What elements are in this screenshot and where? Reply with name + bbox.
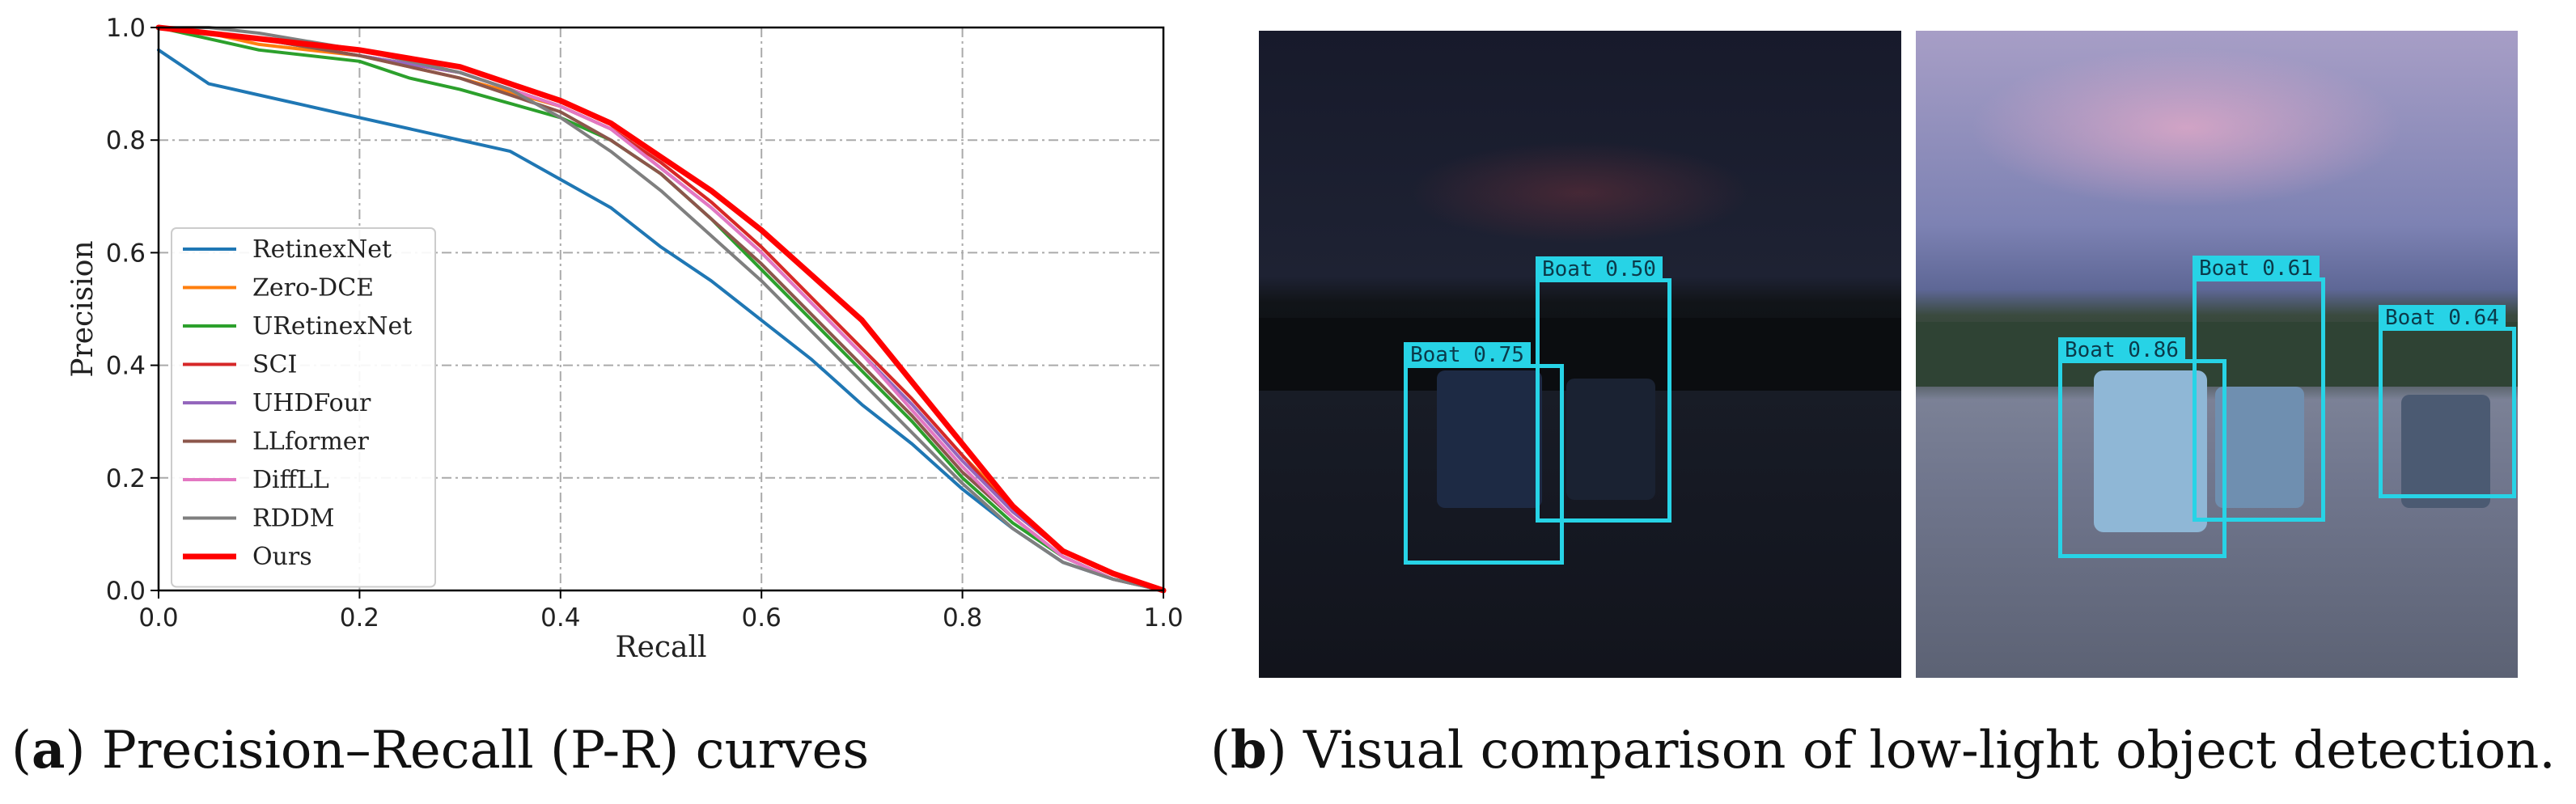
detection-box: Boat 0.50 (1536, 256, 1671, 523)
enhanced-image: Boat 0.61 Boat 0.86 Boat 0.64 (1916, 31, 2518, 678)
x-tick-label: 1.0 (1143, 603, 1183, 633)
legend-label: RDDM (252, 505, 334, 533)
legend-label: DiffLL (252, 466, 329, 494)
x-tick-label: 0.8 (943, 603, 982, 633)
legend-box (171, 227, 436, 588)
boat-silhouette (1437, 370, 1542, 508)
axis-ticks: 0.0 0.2 0.4 0.6 0.8 1.0 0.0 0.2 0.4 0.6 0.8 1.0 (106, 14, 1184, 633)
detection-label: Boat 0.50 (1536, 256, 1663, 282)
detection-label: Boat 0.61 (2193, 256, 2320, 281)
legend-label: Ours (252, 543, 312, 571)
caption-a-tag: a (31, 720, 66, 781)
detection-label: Boat 0.86 (2058, 337, 2185, 363)
y-tick-label: 1.0 (106, 14, 146, 43)
legend-label: RetinexNet (252, 235, 392, 264)
detection-box: Boat 0.61 (2193, 256, 2325, 522)
series-lines (155, 24, 1167, 594)
boat-silhouette (2401, 395, 2490, 508)
x-tick-label: 0.0 (138, 603, 178, 633)
legend: RetinexNet Zero-DCE URetinexNet SCI UHDFour L… (171, 227, 436, 588)
legend-label: Zero-DCE (252, 274, 374, 303)
boat-silhouette (2094, 370, 2207, 532)
detection-label: Boat 0.64 (2379, 305, 2506, 331)
caption-a-text: Precision–Recall (P-R) curves (101, 721, 870, 781)
caption-b-text: Visual comparison of low-light object de… (1303, 721, 2556, 781)
series-line-ours (155, 24, 1167, 594)
low-light-image: Boat 0.50 Boat 0.75 (1259, 31, 1901, 678)
caption-b: (b) Visual comparison of low-light objec… (1210, 720, 2556, 781)
x-tick-label: 0.2 (340, 603, 379, 633)
plot-frame (157, 26, 1165, 592)
caption-a: (a) Precision–Recall (P-R) curves (11, 720, 870, 781)
y-tick-label: 0.6 (106, 239, 146, 268)
y-axis-label: Precision (66, 240, 100, 377)
pr-chart: 0.0 0.2 0.4 0.6 0.8 1.0 0.0 0.2 0.4 0.6 0.8 1.0 Rec… (66, 14, 1184, 664)
detection-box: Boat 0.64 (2379, 305, 2516, 498)
x-tick-label: 0.4 (540, 603, 580, 633)
detection-box: Boat 0.75 (1404, 342, 1564, 565)
y-tick-label: 0.2 (106, 464, 146, 493)
detection-label: Boat 0.75 (1404, 342, 1531, 368)
y-tick-label: 0.0 (106, 577, 146, 606)
legend-label: URetinexNet (252, 312, 412, 341)
y-tick-label: 0.8 (106, 126, 146, 155)
x-tick-label: 0.6 (742, 603, 782, 633)
treeline (1916, 322, 2518, 387)
x-axis-label: Recall (615, 631, 706, 664)
legend-label: SCI (252, 351, 297, 379)
detection-box: Boat 0.86 (2058, 337, 2226, 558)
legend-label: UHDFour (252, 389, 371, 417)
boat-silhouette (1566, 379, 1655, 500)
boat-silhouette (2215, 387, 2304, 508)
legend-label: LLformer (252, 428, 370, 456)
y-tick-label: 0.4 (106, 352, 146, 381)
caption-b-tag: b (1230, 720, 1267, 781)
